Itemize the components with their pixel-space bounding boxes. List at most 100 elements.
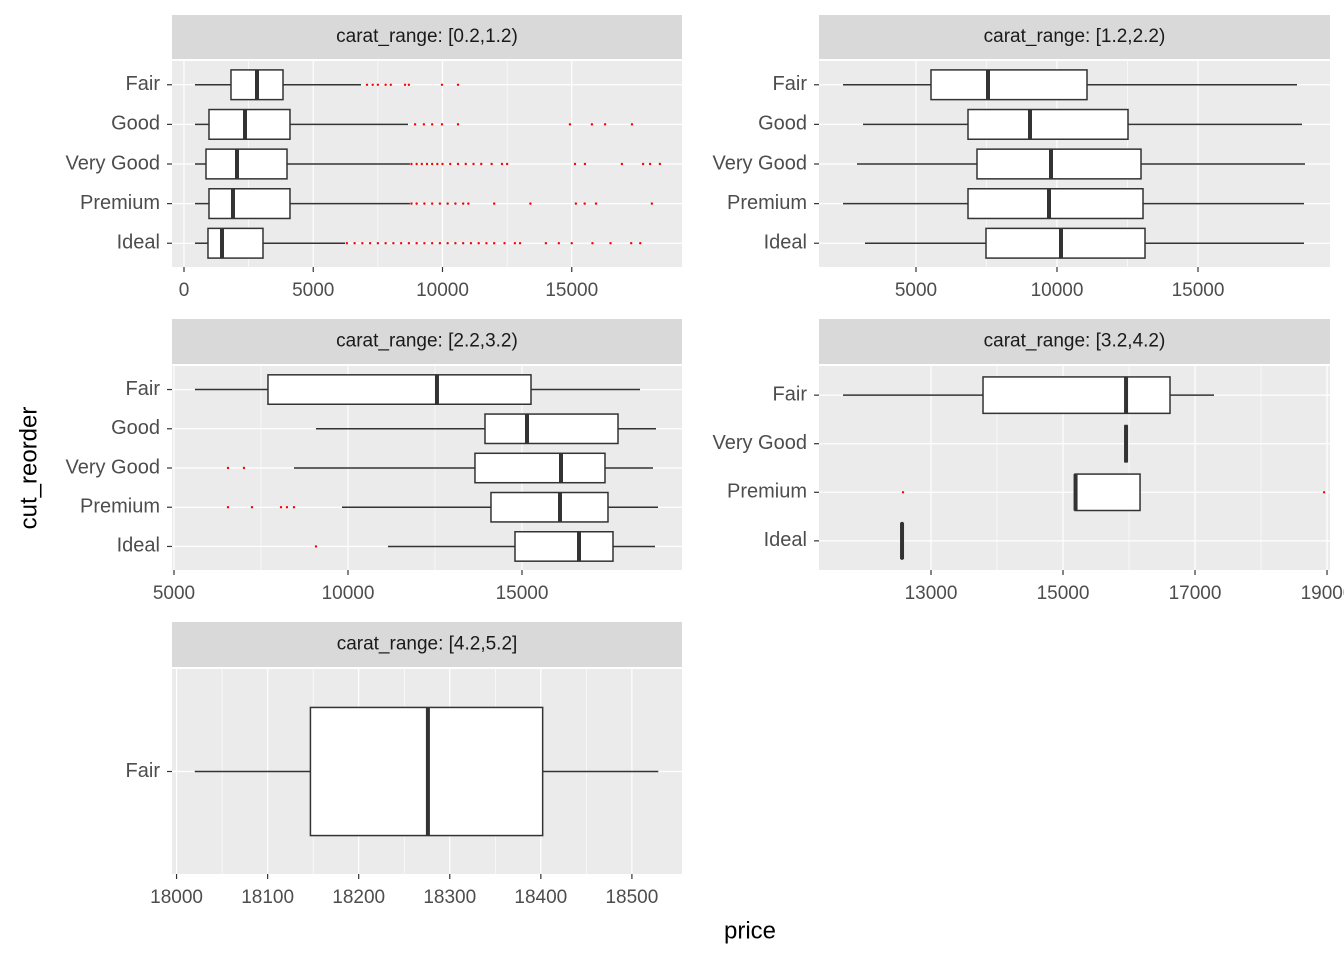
outlier: [389, 83, 392, 86]
x-tick-label: 10000: [1031, 280, 1084, 301]
outlier: [436, 162, 439, 166]
outlier: [226, 466, 230, 470]
outlier: [353, 242, 356, 245]
outlier: [365, 83, 369, 86]
box: [484, 413, 619, 445]
outlier: [415, 162, 418, 166]
outlier: [446, 242, 449, 245]
y-tick-label: Fair: [773, 383, 808, 405]
x-tick-label: 10000: [416, 280, 469, 301]
y-tick-label: Ideal: [764, 529, 807, 551]
outlier: [573, 162, 577, 166]
outlier: [456, 123, 460, 126]
box: [208, 108, 291, 140]
outlier: [384, 83, 387, 86]
x-tick-label: 18200: [332, 887, 385, 908]
y-tick-label: Very Good: [65, 152, 160, 174]
outlier: [279, 506, 283, 509]
y-tick-label: Very Good: [65, 456, 160, 478]
strip-title: carat_range: [4.2,5.2]: [337, 634, 518, 655]
y-tick-label: Very Good: [712, 432, 807, 454]
outlier: [469, 242, 473, 245]
box: [208, 188, 291, 220]
x-tick-label: 13000: [905, 583, 958, 604]
outlier: [403, 83, 407, 86]
outlier: [650, 202, 654, 205]
outlier: [345, 242, 349, 245]
outlier: [430, 242, 434, 245]
x-tick-label: 18000: [150, 887, 203, 908]
y-tick-label: Premium: [727, 192, 807, 214]
outlier: [420, 162, 424, 166]
box: [982, 376, 1171, 415]
strip-title: carat_range: [1.2,2.2): [984, 26, 1166, 47]
outlier: [384, 242, 387, 245]
outlier: [456, 162, 460, 166]
box: [967, 188, 1144, 220]
strip: [819, 319, 1330, 364]
box: [930, 69, 1088, 101]
y-tick-label: Ideal: [117, 535, 160, 557]
outlier: [292, 506, 296, 509]
x-tick-label: 15000: [1037, 583, 1090, 604]
outlier: [449, 162, 452, 166]
y-tick-label: Premium: [80, 192, 160, 214]
outlier: [407, 83, 411, 86]
outlier: [583, 202, 586, 205]
y-tick-label: Fair: [126, 73, 161, 95]
outlier: [472, 162, 475, 166]
x-tick-label: 15000: [496, 583, 549, 604]
strip: [172, 319, 682, 364]
outlier: [438, 202, 442, 205]
outlier: [485, 242, 488, 245]
outlier: [529, 202, 532, 205]
strip: [172, 622, 682, 667]
outlier: [392, 242, 395, 245]
outlier: [423, 242, 426, 245]
x-tick-label: 17000: [1169, 583, 1222, 604]
outlier: [570, 242, 573, 245]
y-tick-label: Good: [111, 113, 160, 135]
outlier: [410, 202, 413, 205]
x-tick-label: 18400: [514, 887, 567, 908]
strip: [819, 15, 1330, 59]
strip-title: carat_range: [2.2,3.2): [336, 331, 518, 352]
outlier: [630, 242, 633, 245]
outlier: [544, 242, 548, 245]
outlier: [376, 242, 380, 245]
outlier: [513, 242, 517, 245]
outlier: [505, 162, 509, 166]
outlier: [490, 162, 493, 166]
x-tick-label: 5000: [292, 280, 334, 301]
x-axis-title: price: [724, 917, 776, 944]
outlier: [407, 242, 411, 245]
x-tick-label: 5000: [895, 280, 937, 301]
outlier: [1322, 491, 1326, 494]
box: [267, 374, 532, 406]
outlier: [438, 242, 442, 245]
x-tick-label: 10000: [322, 583, 375, 604]
outlier: [503, 242, 506, 245]
outlier: [440, 83, 444, 86]
x-tick-label: 5000: [153, 583, 195, 604]
strip: [172, 15, 682, 59]
outlier: [423, 202, 426, 205]
outlier: [425, 162, 429, 166]
outlier: [226, 506, 230, 509]
outlier: [461, 202, 465, 205]
outlier: [901, 491, 905, 494]
y-tick-label: Premium: [727, 481, 807, 503]
outlier: [368, 242, 372, 245]
box: [967, 108, 1129, 140]
outlier: [242, 466, 246, 470]
x-tick-label: 0: [179, 280, 190, 301]
outlier: [590, 123, 594, 126]
outlier: [314, 545, 318, 548]
y-tick-label: Very Good: [712, 152, 807, 174]
outlier: [658, 162, 662, 166]
outlier: [603, 123, 607, 126]
outlier: [410, 162, 413, 166]
x-tick-label: 18500: [605, 887, 658, 908]
box: [490, 491, 609, 523]
